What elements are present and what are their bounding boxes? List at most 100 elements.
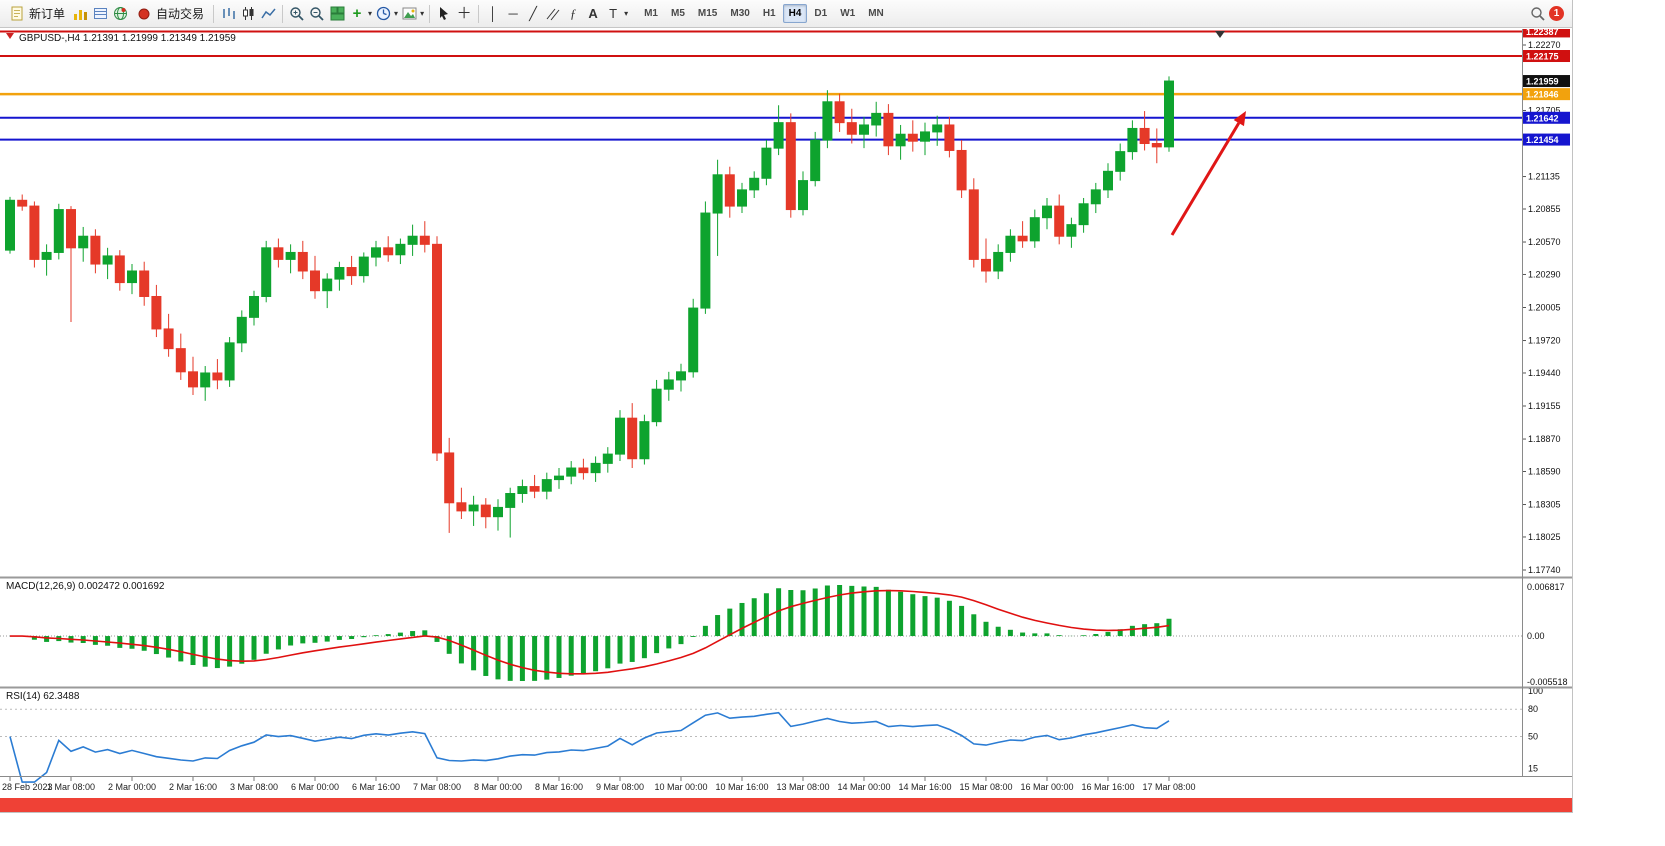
bottom-scrollbar[interactable] [0, 798, 1572, 812]
candle-body [944, 124, 955, 151]
candle-body [163, 328, 174, 350]
time-label: 2 Mar 16:00 [169, 782, 217, 792]
candle-body [871, 112, 882, 126]
autotrading-button[interactable]: 自动交易 [131, 3, 208, 25]
candle-body [1066, 224, 1077, 237]
bar-chart-icon[interactable] [219, 5, 237, 23]
navigator-icon[interactable] [111, 5, 129, 23]
timeframe-m30[interactable]: M30 [730, 8, 750, 19]
timeframe-w1[interactable]: W1 [840, 8, 856, 19]
candle-body [1139, 127, 1150, 145]
data-window-icon[interactable] [91, 5, 109, 23]
templates-icon[interactable] [400, 5, 418, 23]
crosshair-icon[interactable]: ＋ [456, 5, 472, 22]
candle-body [358, 256, 369, 277]
cursor-icon[interactable] [435, 5, 453, 23]
candle-body [529, 486, 540, 492]
horizontal-line-icon[interactable]: ─ [508, 6, 518, 21]
overlay-layer [1170, 31, 1246, 236]
timeframe-m1[interactable]: M1 [644, 8, 658, 19]
arrows-dropdown-icon[interactable]: ▾ [624, 8, 629, 18]
price-tick-label: 1.21705 [1528, 105, 1561, 115]
candle-body [1164, 80, 1174, 148]
candle-body [285, 251, 296, 260]
candle-body [773, 122, 784, 149]
new-order-button[interactable]: 新订单 [4, 3, 69, 25]
hlines-layer [0, 30, 1522, 141]
price-badge-label: 1.22387 [1526, 29, 1559, 37]
macd-axis-label: 0.00 [1527, 631, 1545, 641]
candle-body [554, 475, 564, 481]
candle-body [846, 122, 857, 135]
time-label: 9 Mar 08:00 [596, 782, 644, 792]
templates-dropdown-icon[interactable]: ▾ [420, 8, 425, 18]
annotation-arrow-head[interactable] [1233, 111, 1246, 127]
timeframe-m15[interactable]: M15 [697, 8, 718, 19]
toolbar-separator [429, 4, 431, 23]
autotrading-icon [135, 5, 153, 23]
price-badge-label: 1.21846 [1526, 90, 1559, 100]
candle-body [200, 372, 211, 388]
candle-body [822, 101, 833, 141]
annotation-arrow[interactable] [1170, 122, 1241, 236]
timeframe-mn[interactable]: MN [868, 8, 884, 19]
chart-shift-marker [1215, 31, 1225, 38]
timeframe-h4[interactable]: H4 [782, 4, 808, 23]
candle-body [749, 177, 760, 191]
price-tick-label: 1.18870 [1528, 434, 1561, 444]
market-watch-icon[interactable] [71, 5, 89, 23]
toolbar-separator [213, 4, 215, 23]
time-label: 14 Mar 16:00 [898, 782, 951, 792]
macd-axis-label: -0.005518 [1527, 677, 1568, 687]
indicators-dropdown-icon[interactable]: ▾ [368, 8, 373, 18]
candle-body [907, 133, 918, 142]
candle-body [651, 388, 662, 423]
price-tick-label: 1.20005 [1528, 303, 1561, 313]
candle-body [114, 255, 125, 284]
candle-body [883, 112, 894, 147]
notification-badge[interactable]: 1 [1549, 6, 1564, 21]
line-chart-icon[interactable] [259, 5, 277, 23]
fibonacci-icon[interactable]: ƒ [569, 6, 577, 21]
periods-dropdown-icon[interactable]: ▾ [394, 8, 399, 18]
zoom-out-icon[interactable] [308, 5, 326, 23]
candle-body [1029, 217, 1040, 242]
tile-windows-icon[interactable] [328, 5, 346, 23]
candle-body [493, 506, 503, 518]
candle-body [1103, 170, 1113, 191]
candle-body [297, 251, 308, 272]
price-tick-label: 1.19440 [1528, 368, 1561, 378]
label-icon[interactable]: T [609, 6, 618, 21]
time-label: 14 Mar 00:00 [837, 782, 890, 792]
time-label: 10 Mar 16:00 [715, 782, 768, 792]
candle-body [615, 417, 625, 455]
channel-icon[interactable] [544, 5, 562, 23]
periods-icon[interactable] [374, 5, 392, 23]
candle-body [102, 255, 113, 265]
candle-body [541, 479, 552, 492]
candle-body [798, 180, 808, 211]
vertical-line-icon[interactable]: │ [489, 6, 498, 21]
timeframe-buttons: M1 M5 M15 M30 H1 H4 D1 W1 MN [638, 4, 890, 23]
toolbar-separator [478, 4, 480, 23]
timeframe-h1[interactable]: H1 [762, 8, 776, 19]
candle-body [566, 467, 577, 477]
candle-body [78, 235, 89, 249]
chart-canvas: 1.22270 1.21705 1.21135 1.20855 1.20570 1.202… [0, 29, 1572, 812]
price-tick-label: 1.19155 [1528, 401, 1561, 411]
candle-body [175, 348, 186, 373]
text-icon[interactable]: A [588, 6, 598, 21]
indicators-icon[interactable]: + [352, 5, 362, 22]
timeframe-m5[interactable]: M5 [671, 8, 685, 19]
price-badge-label: 1.21959 [1526, 77, 1559, 87]
candle-body [932, 124, 943, 133]
candle-body [712, 174, 723, 214]
zoom-in-icon[interactable] [288, 5, 306, 23]
trendline-icon[interactable]: ╱ [529, 6, 537, 21]
candle-body [663, 379, 674, 390]
candle-body [676, 371, 686, 381]
candle-body [432, 243, 442, 454]
candlestick-chart-icon[interactable] [239, 5, 257, 23]
search-icon[interactable] [1529, 5, 1547, 23]
timeframe-d1[interactable]: D1 [814, 8, 828, 19]
